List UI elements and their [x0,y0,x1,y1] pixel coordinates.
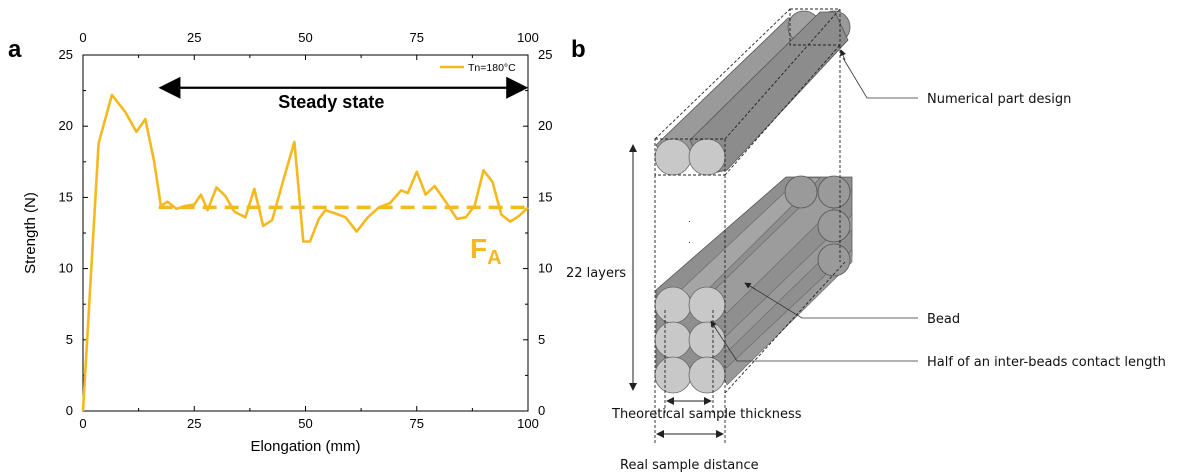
right-tick-label: 0 [538,403,545,418]
y-tick-label: 0 [66,403,73,418]
steady-state-label: Steady state [278,92,384,112]
y-axis-label: Strength (N) [22,192,39,274]
right-tick-label: 25 [538,47,552,62]
y-tick-label: 20 [59,118,73,133]
ellipsis-dot-2: . [688,235,691,246]
legend-layer: Tn=180°C [440,62,516,74]
y-tick-label: 25 [59,47,73,62]
y-tick-label: 5 [66,332,73,347]
right-tick-label: 5 [538,332,545,347]
label-theoretical-thickness: Theoretical sample thickness [611,407,802,422]
x-tick-label: 100 [517,416,539,431]
y-tick-label: 15 [59,189,73,204]
right-tick-label: 20 [538,118,552,133]
x-tick-label: 75 [410,416,424,431]
label-real-distance: Real sample distance [620,458,759,473]
annotation-layer: Steady state FA [161,88,526,269]
x-tick-label: 50 [298,416,312,431]
x-tick-label: 25 [187,416,201,431]
fa-label: FA [470,233,502,269]
series-line-Tn=180°C [83,95,528,411]
label-half-contact: Half of an inter-beads contact length [927,355,1166,370]
numerical-part-design-beads [655,9,850,175]
label-numerical-part-design: Numerical part design [927,92,1071,107]
top-tick-label: 0 [79,30,86,45]
x-tick-label: 0 [79,416,86,431]
top-tick-label: 50 [298,30,312,45]
panel-letter-b: b [571,38,586,62]
y-tick-label: 10 [59,261,73,276]
top-tick-label: 100 [517,30,539,45]
top-tick-label: 25 [187,30,201,45]
series-layer [83,95,528,411]
label-bead: Bead [927,312,960,327]
right-tick-label: 15 [538,189,552,204]
leader-numerical-design [843,58,918,98]
leader-half-contact [712,323,918,361]
x-axis-label: Elongation (mm) [250,438,360,455]
leader-bead [745,283,918,318]
legend-label: Tn=180°C [468,62,516,74]
right-tick-label: 10 [538,261,552,276]
ellipsis-dot-1: . [688,214,691,225]
design-bead-face-left [655,139,691,175]
design-bead-face-right [689,139,725,175]
top-tick-label: 75 [410,30,424,45]
sample-bead-stack [655,45,852,445]
label-22-layers: 22 layers [566,266,626,281]
